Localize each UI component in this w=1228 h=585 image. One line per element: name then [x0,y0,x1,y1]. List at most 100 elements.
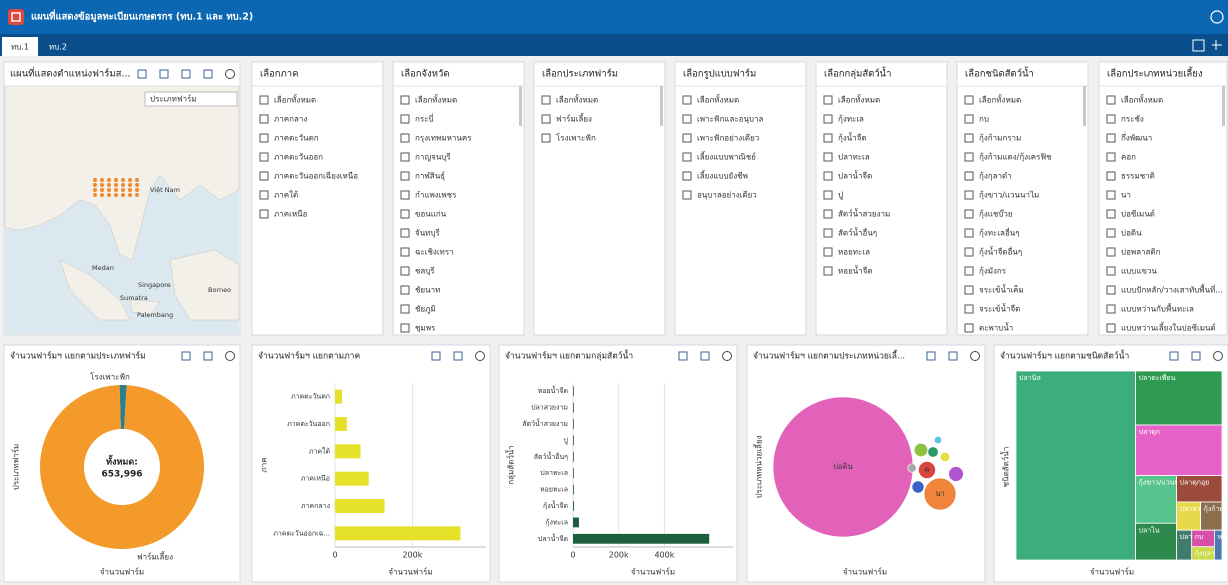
bubble[interactable] [918,461,936,479]
filter-option[interactable]: ฟาร์มเลี้ยง [556,113,592,124]
filter-option[interactable]: กระชัง [1121,115,1144,124]
checkbox[interactable] [964,190,974,200]
checkbox[interactable] [964,266,974,276]
filter-option[interactable]: เลือกทั้งหมด [697,94,739,105]
filter-option[interactable]: กุ้งขาว/แวนนาไม [979,191,1039,200]
checkbox[interactable] [823,114,833,124]
toolbar-icon[interactable] [948,351,958,361]
bar[interactable] [335,471,369,486]
checkbox[interactable] [1106,133,1116,143]
toolbar-icon[interactable] [137,69,147,79]
checkbox[interactable] [964,323,974,333]
filter-option[interactable]: อนุบาลอย่างเดียว [697,191,757,200]
bubble[interactable] [913,442,929,458]
checkbox[interactable] [1106,152,1116,162]
help-button[interactable] [1210,10,1224,24]
info-icon[interactable] [225,69,235,79]
bar[interactable] [573,451,574,462]
checkbox[interactable] [964,152,974,162]
tab[interactable]: ทบ.2 [49,43,67,52]
bar[interactable] [573,435,574,446]
filter-option[interactable]: หอยทะเล [838,248,870,257]
filter-option[interactable]: จระเข้น้ำจืด [979,303,1020,314]
checkbox[interactable] [823,152,833,162]
treemap-cell[interactable] [1214,529,1223,561]
checkbox[interactable] [964,114,974,124]
checkbox[interactable] [541,114,551,124]
filter-option[interactable]: ภาคตะวันออก [274,153,323,162]
bubble[interactable] [948,466,964,482]
filter-option[interactable]: หอยน้ำจืด [838,265,873,276]
filter-option[interactable]: ตะพาบน้ำ [979,322,1013,333]
pie-slice[interactable] [39,385,204,550]
filter-option[interactable]: กุ้งแชบ๊วย [979,209,1013,219]
bar[interactable] [573,402,574,413]
tree-icon[interactable] [1212,40,1222,50]
info-icon[interactable] [722,351,732,361]
bubble[interactable] [907,463,917,473]
bar[interactable] [335,499,385,513]
filter-option[interactable]: แบบหว่านกับพื้นทะเล [1121,303,1194,314]
checkbox[interactable] [400,247,410,257]
filter-option[interactable]: บ่อพลาสติก [1121,248,1161,257]
filter-option[interactable]: กุ้งกุลาดำ [979,172,1012,181]
filter-option[interactable]: กาญจนบุรี [415,153,451,162]
checkbox[interactable] [259,95,269,105]
filter-option[interactable]: บ่อซีเมนต์ [1121,209,1155,219]
bar[interactable] [573,386,574,397]
bubble[interactable] [927,446,939,458]
filter-option[interactable]: ชัยนาท [415,286,440,295]
filter-option[interactable]: กระบี่ [415,113,434,124]
bar[interactable] [335,417,348,431]
checkbox[interactable] [964,209,974,219]
checkbox[interactable] [1106,304,1116,314]
checkbox[interactable] [1106,247,1116,257]
info-icon[interactable] [475,351,485,361]
checkbox[interactable] [400,323,410,333]
filter-option[interactable]: คอก [1121,153,1136,162]
tab[interactable]: ทบ.1 [11,43,29,52]
checkbox[interactable] [964,285,974,295]
checkbox[interactable] [400,285,410,295]
checkbox[interactable] [259,152,269,162]
filter-option[interactable]: ปลาน้ำจืด [838,170,872,181]
filter-option[interactable]: กาฬสินธุ์ [415,171,445,181]
checkbox[interactable] [1106,228,1116,238]
checkbox[interactable] [259,190,269,200]
info-icon[interactable] [225,351,235,361]
bar[interactable] [335,526,461,541]
filter-option[interactable]: ชลบุรี [415,267,435,276]
checkbox[interactable] [823,209,833,219]
checkbox[interactable] [964,304,974,314]
filter-option[interactable]: กุ้งก้ามแดง/กุ้งเครฟิช [979,153,1052,162]
checkbox[interactable] [1106,95,1116,105]
filter-option[interactable]: ปู [838,191,843,201]
bar[interactable] [335,389,342,404]
toolbar-icon[interactable] [203,69,213,79]
checkbox[interactable] [964,95,974,105]
filter-option[interactable]: ภาคตะวันตก [274,134,319,143]
checkbox[interactable] [1106,323,1116,333]
bar[interactable] [573,517,579,528]
treemap-cell[interactable] [1135,522,1177,561]
checkbox[interactable] [400,304,410,314]
filter-option[interactable]: ฉะเชิงเทรา [415,248,454,257]
checkbox[interactable] [1106,285,1116,295]
checkbox[interactable] [682,114,692,124]
checkbox[interactable] [682,133,692,143]
checkbox[interactable] [823,228,833,238]
checkbox[interactable] [682,95,692,105]
layout-icon[interactable] [1192,39,1205,52]
checkbox[interactable] [1106,171,1116,181]
checkbox[interactable] [259,171,269,181]
toolbar-icon[interactable] [431,351,441,361]
checkbox[interactable] [1106,209,1116,219]
toolbar-icon[interactable] [678,351,688,361]
filter-option[interactable]: กุ้งทะเลอื่นๆ [979,227,1020,238]
filter-option[interactable]: ชัยภูมิ [415,305,436,315]
checkbox[interactable] [823,247,833,257]
bar[interactable] [573,501,574,511]
filter-option[interactable]: ขอนแก่น [415,210,447,219]
filter-option[interactable]: ภาคใต้ [274,191,298,200]
filter-option[interactable]: กุ้งก้ามกราม [979,134,1021,143]
